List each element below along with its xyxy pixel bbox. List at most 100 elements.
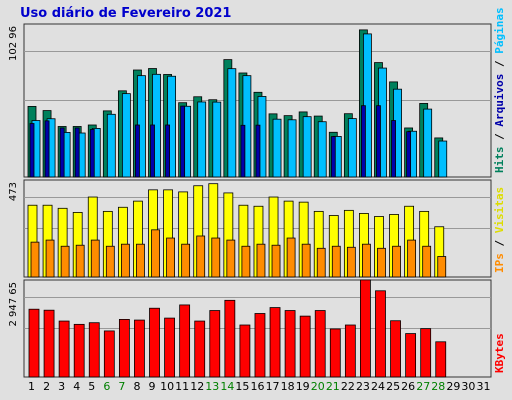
bar-kbytes-22 [344, 324, 356, 378]
bar-kbytes-17 [269, 307, 281, 378]
legend-hits: Hits [493, 147, 506, 174]
bar-arquivos-16 [255, 124, 261, 178]
bar-ips-24 [377, 247, 386, 278]
bar-pginas-18 [287, 119, 297, 178]
bar-ips-8 [136, 243, 145, 278]
bar-pginas-14 [227, 68, 237, 178]
bar-kbytes-26 [405, 333, 417, 378]
bar-ips-13 [211, 237, 221, 278]
bar-ips-21 [331, 245, 341, 278]
bar-ips-9 [151, 229, 160, 278]
legend-ips: IPs [493, 253, 506, 273]
x-tick-label: 8 [133, 380, 140, 393]
bar-pginas-27 [423, 108, 433, 178]
bar-ips-14 [226, 239, 236, 278]
bar-pginas-20 [317, 121, 327, 178]
bar-kbytes-1 [28, 308, 40, 378]
side-legend: IPs / Visitas [493, 187, 506, 273]
x-tick-label: 16 [251, 380, 265, 393]
x-tick-label: 10 [160, 380, 174, 393]
bar-kbytes-6 [103, 330, 115, 378]
x-tick-label: 21 [326, 380, 340, 393]
bar-pginas-13 [212, 101, 222, 178]
bar-kbytes-9 [149, 307, 160, 378]
bar-kbytes-23 [360, 279, 371, 378]
bar-kbytes-21 [329, 328, 341, 378]
bar-pginas-6 [106, 113, 116, 178]
ymax-label: 2 947 65 [8, 282, 19, 327]
legend-páginas: Páginas [493, 7, 506, 53]
bar-ips-5 [90, 239, 100, 278]
bar-pginas-12 [197, 101, 207, 178]
bar-arquivos-1 [29, 123, 35, 178]
bar-ips-6 [105, 245, 115, 278]
x-tick-label: 12 [190, 380, 204, 393]
bar-arquivos-21 [330, 136, 336, 178]
bar-kbytes-3 [58, 320, 70, 378]
x-tick-label: 17 [266, 380, 280, 393]
x-tick-label: 22 [341, 380, 355, 393]
bar-ips-25 [392, 245, 401, 278]
bar-ips-18 [286, 237, 296, 278]
x-tick-label: 27 [416, 380, 430, 393]
bar-arquivos-15 [240, 124, 246, 178]
x-tick-label: 23 [356, 380, 370, 393]
bar-kbytes-15 [239, 324, 251, 378]
bar-ips-12 [196, 235, 206, 278]
x-tick-label: 13 [205, 380, 219, 393]
bar-ips-1 [30, 241, 40, 278]
bar-arquivos-25 [391, 120, 396, 178]
x-tick-label: 19 [296, 380, 310, 393]
bar-ips-19 [301, 243, 311, 278]
bar-kbytes-13 [209, 310, 221, 378]
bar-ips-7 [120, 243, 130, 278]
x-tick-label: 24 [371, 380, 385, 393]
x-tick-label: 7 [118, 380, 125, 393]
bar-arquivos-2 [44, 120, 50, 178]
bar-kbytes-19 [299, 315, 311, 378]
bar-kbytes-16 [254, 313, 266, 378]
x-tick-label: 31 [476, 380, 490, 393]
bar-arquivos-11 [180, 105, 186, 178]
bar-arquivos-9 [150, 124, 155, 178]
bar-ips-11 [181, 243, 191, 278]
bar-kbytes-28 [435, 341, 447, 378]
bar-arquivos-8 [135, 124, 140, 178]
bar-kbytes-12 [194, 320, 206, 378]
x-tick-label: 29 [446, 380, 460, 393]
bar-arquivos-26 [406, 131, 412, 178]
x-tick-label: 5 [88, 380, 95, 393]
bar-pginas-22 [347, 118, 357, 178]
x-tick-label: 4 [73, 380, 80, 393]
bar-kbytes-4 [73, 323, 85, 378]
bar-kbytes-8 [134, 319, 145, 378]
x-tick-label: 3 [58, 380, 65, 393]
chart-title: Uso diário de Fevereiro 2021 [20, 6, 232, 21]
ymax-label: 102 96 [8, 26, 19, 61]
bar-ips-22 [346, 246, 356, 278]
bar-arquivos-5 [89, 129, 95, 178]
bar-kbytes-5 [88, 322, 100, 378]
legend-visitas: Visitas [493, 187, 506, 233]
x-tick-label: 26 [401, 380, 415, 393]
ymax-label: 473 [8, 182, 19, 201]
bar-ips-26 [407, 239, 417, 278]
bar-kbytes-14 [224, 299, 236, 378]
bar-ips-20 [316, 247, 326, 278]
bar-ips-23 [362, 243, 371, 278]
bar-arquivos-24 [376, 105, 381, 178]
x-tick-label: 28 [431, 380, 445, 393]
bar-ips-15 [241, 245, 251, 278]
legend-kbytes: KBytes [493, 333, 506, 373]
x-tick-label: 18 [281, 380, 295, 393]
side-legend: Hits / Arquivos / Páginas [493, 7, 506, 173]
bar-arquivos-3 [59, 127, 65, 178]
x-tick-label: 25 [386, 380, 400, 393]
x-tick-label: 1 [28, 380, 35, 393]
bar-ips-27 [422, 245, 432, 278]
bar-kbytes-11 [179, 304, 191, 378]
bar-arquivos-23 [361, 105, 366, 178]
x-tick-label: 2 [43, 380, 50, 393]
bar-kbytes-20 [314, 310, 326, 378]
